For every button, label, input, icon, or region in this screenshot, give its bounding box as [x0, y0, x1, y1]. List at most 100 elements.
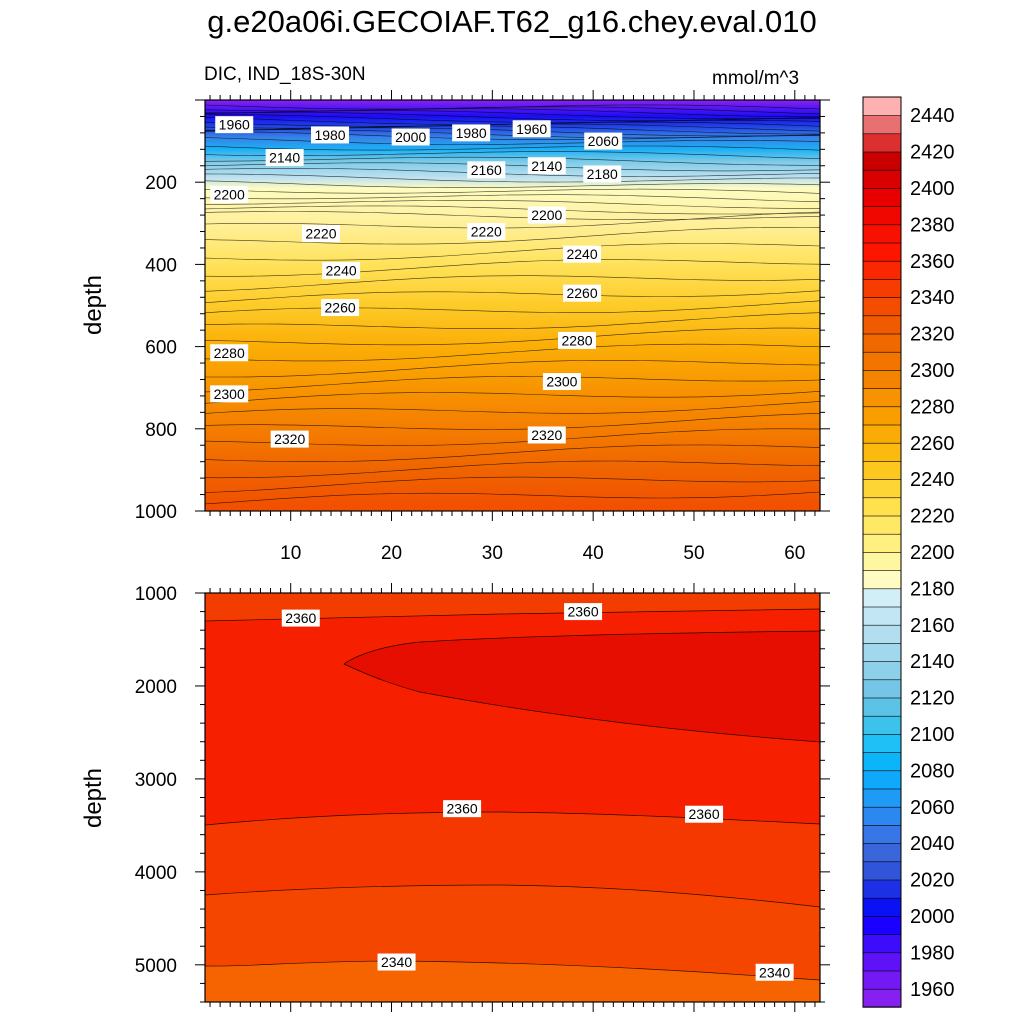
contour-label: 2360 [447, 801, 478, 817]
colorbar-label: 2040 [910, 833, 955, 855]
y-tick-label: 5000 [135, 956, 177, 977]
contour-label: 2280 [561, 332, 592, 348]
colorbar-label: 2420 [910, 142, 955, 164]
y-tick-label: 3000 [135, 770, 177, 791]
contour-label: 2060 [588, 133, 619, 149]
contour-label-box [527, 206, 566, 224]
contour-line [204, 391, 821, 404]
contour-label-box [467, 161, 506, 179]
contour-line [205, 200, 820, 209]
contour-line [204, 194, 821, 203]
colorbar-swatch [862, 460, 902, 480]
colorbar-swatch [862, 970, 902, 990]
contour-line [204, 243, 821, 261]
contour-line [204, 275, 821, 292]
colorbar-swatch [862, 242, 902, 262]
contour-label: 2200 [214, 187, 245, 203]
contour-label-box [584, 132, 623, 150]
lower-max-tongue [344, 631, 820, 742]
contour-label: 2360 [567, 604, 598, 620]
contour-line [204, 227, 821, 245]
contour-label-box [443, 800, 482, 818]
contour-line [343, 630, 821, 743]
y-axis-label: depth [80, 275, 107, 335]
contour-label: 2140 [531, 158, 562, 174]
contour-line [204, 413, 821, 430]
contour-label: 1980 [456, 125, 487, 141]
contour-line [204, 401, 821, 414]
colorbar-label: 2140 [910, 651, 955, 673]
colorbar-label: 2100 [910, 724, 955, 746]
y-tick-label: 400 [145, 255, 177, 276]
colorbar-swatch [862, 133, 902, 153]
contour-label: 2200 [531, 207, 562, 223]
contour-label: 2260 [325, 300, 356, 316]
colorbar: 1960 1980 2000 2020 2040 2060 2080 2100 2120 2140… [862, 96, 955, 1008]
colorbar-swatch [862, 606, 902, 626]
contour-line [204, 156, 820, 166]
contour-label-box [210, 186, 249, 204]
colorbar-swatch [862, 915, 902, 935]
colorbar-swatch [862, 551, 902, 571]
colorbar-label: 2220 [910, 506, 955, 528]
y-tick-label: 4000 [135, 863, 177, 884]
colorbar-swatch [862, 770, 902, 790]
contour-line [204, 145, 821, 151]
contour-line [204, 491, 821, 505]
contour-line [204, 123, 821, 132]
colorbar-swatch [862, 715, 902, 735]
contour-label-box [755, 963, 794, 981]
upper-axes: 10 20 30 40 50 60 200 400 600 800 1000 depth [80, 90, 830, 564]
contour-label: 1980 [314, 127, 345, 143]
y-tick-label: 800 [145, 420, 177, 441]
colorbar-label: 2120 [910, 688, 955, 710]
colorbar-swatch [862, 679, 902, 699]
contour-label: 2160 [471, 162, 502, 178]
contour-label: 2340 [759, 964, 790, 980]
colorbar-swatch [862, 442, 902, 462]
y-tick-label: 1000 [135, 584, 177, 605]
x-tick-label: 10 [280, 543, 301, 564]
contour-label: 1960 [219, 117, 250, 133]
colorbar-swatch [862, 842, 902, 863]
colorbar-label: 2160 [910, 615, 955, 637]
contour-label-box [322, 262, 361, 280]
contour-label: 2320 [531, 427, 562, 443]
contour-line [204, 211, 821, 220]
contour-label: 2220 [471, 224, 502, 240]
contour-line [204, 180, 821, 189]
upper-contour-labels: 1960 1980 2000 1980 1960 2060 2140 2160 2140 2180… [210, 116, 623, 448]
units-label: mmol/m^3 [712, 68, 800, 89]
contour-line [204, 127, 821, 137]
colorbar-swatch [862, 387, 902, 408]
contour-line [204, 444, 821, 463]
colorbar-label: 2400 [910, 178, 955, 200]
y-tick-label: 200 [145, 173, 177, 194]
contour-line [204, 460, 821, 479]
contour-line [204, 376, 821, 393]
colorbar-swatch [862, 497, 902, 517]
colorbar-swatch [862, 879, 902, 899]
colorbar-swatch [862, 224, 902, 244]
colorbar-swatch [862, 660, 902, 681]
colorbar-label: 2380 [910, 214, 955, 236]
colorbar-swatch [862, 351, 902, 371]
colorbar-swatch [862, 369, 902, 389]
y-tick-label: 2000 [135, 677, 177, 698]
colorbar-label: 2260 [910, 433, 955, 455]
contour-line [204, 137, 821, 145]
contour-label: 2300 [214, 386, 245, 402]
colorbar-swatch [862, 824, 902, 844]
contour-label: 2240 [566, 246, 597, 262]
colorbar-label: 2320 [910, 324, 955, 346]
contour-label-box [321, 299, 360, 317]
y-tick-label: 1000 [135, 502, 177, 523]
lower-panel: 2360 2360 2360 2360 2340 2340 1000 2000 3000 400… [80, 583, 830, 1012]
colorbar-swatch [862, 861, 902, 881]
colorbar-swatch [862, 315, 902, 335]
contour-label-box [527, 426, 566, 444]
colorbar-label: 1980 [910, 942, 955, 964]
contour-line [204, 106, 821, 115]
